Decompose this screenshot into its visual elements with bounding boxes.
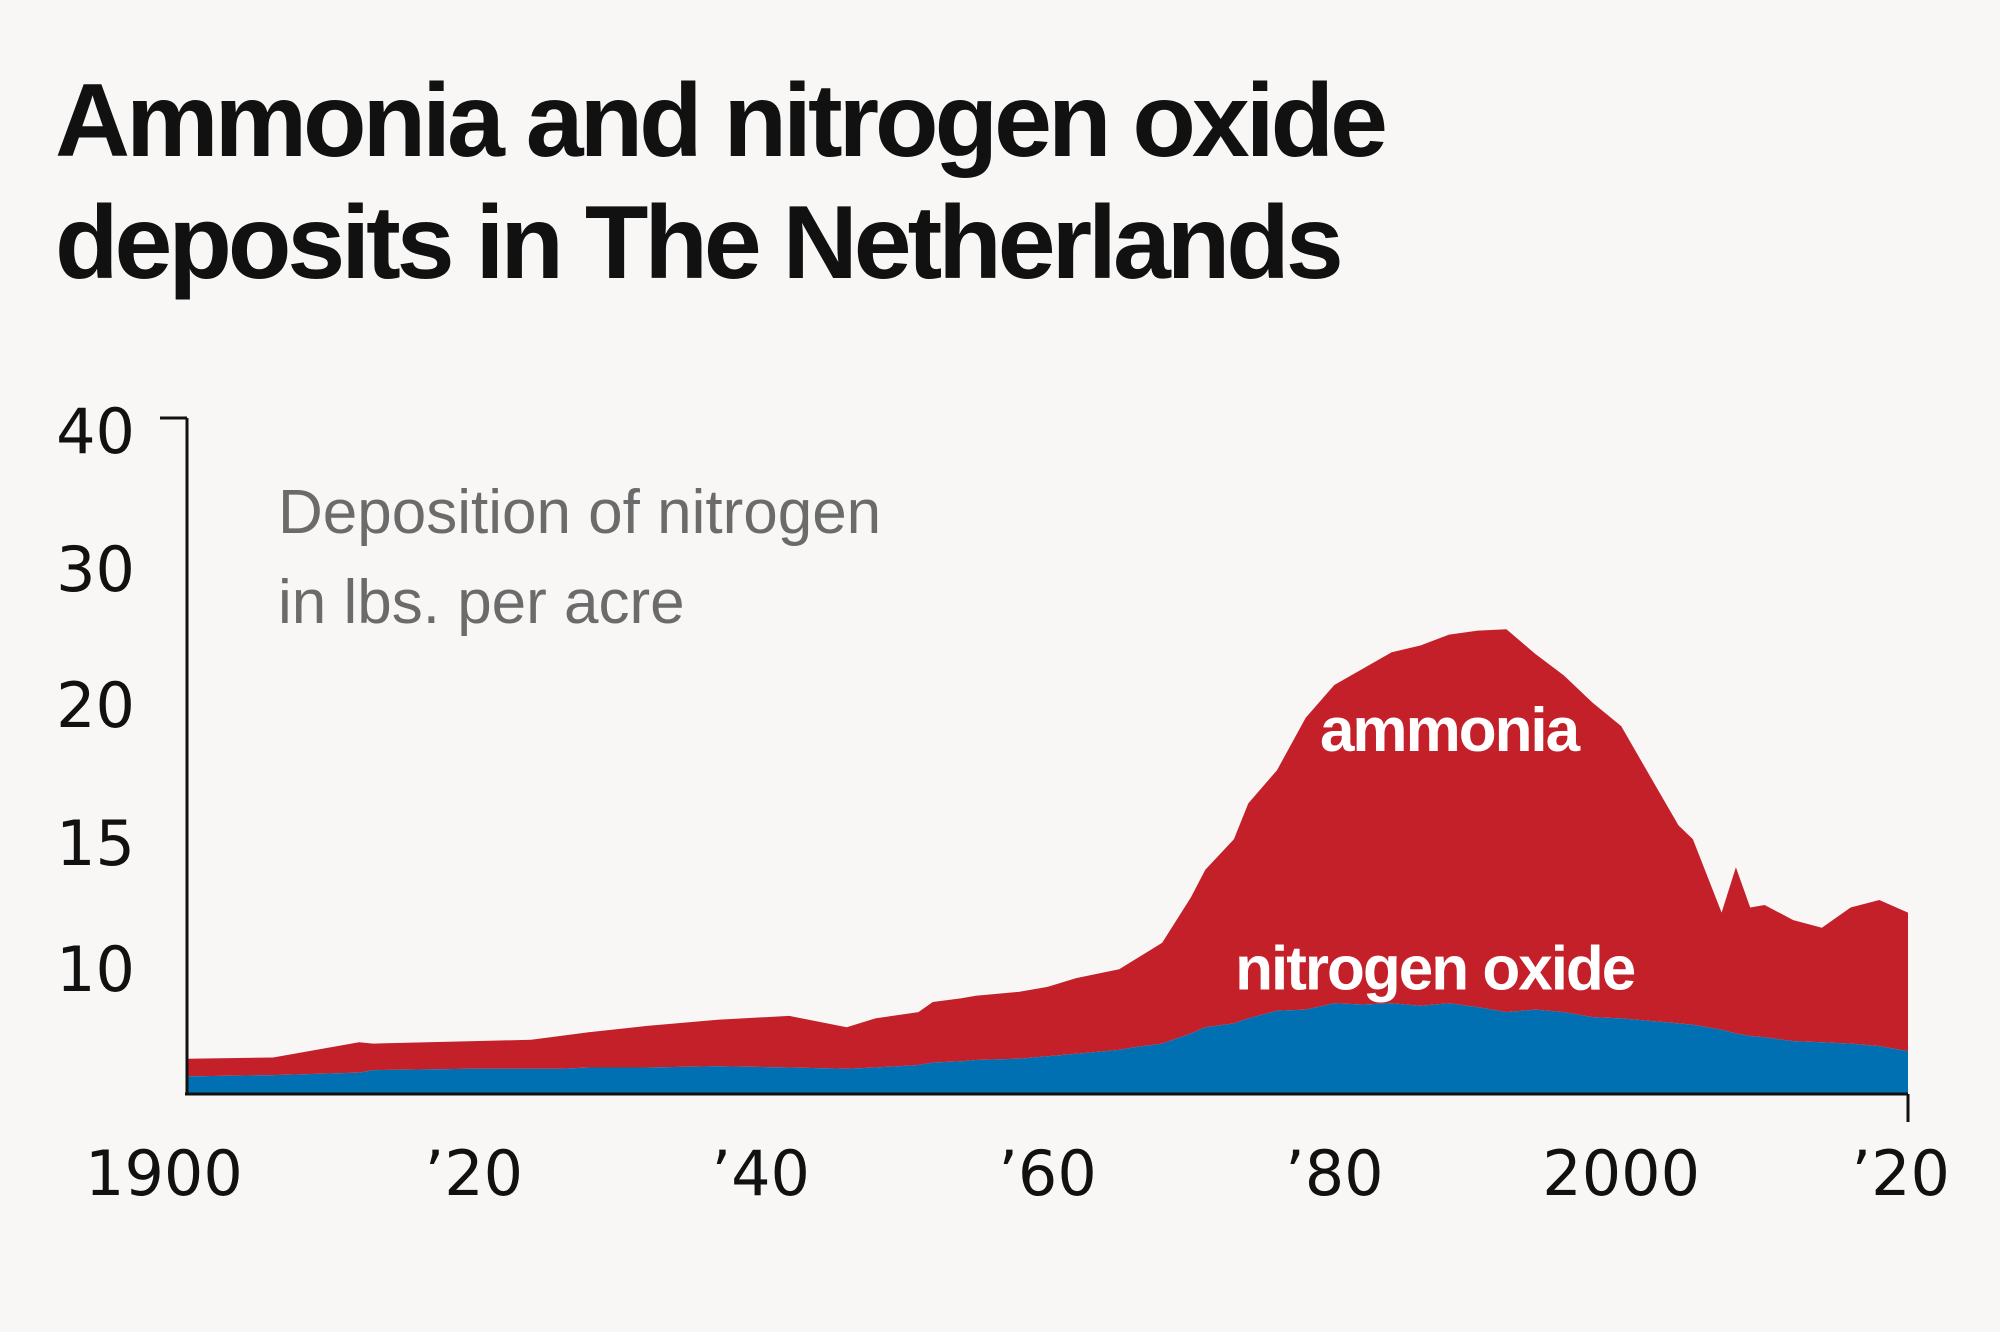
y-tick-label: 40 [56,395,135,468]
y-tick-label: 15 [56,807,135,880]
series-label-nitrogen-oxide: nitrogen oxide [1235,934,1635,1003]
series-area-nitrogen-oxide [187,1003,1908,1094]
x-tick-label: ’60 [998,1137,1097,1210]
chart-title-line-1: Ammonia and nitrogen oxide [55,63,1388,179]
series-label-ammonia: ammonia [1320,696,1581,765]
x-tick-label: ’40 [711,1137,810,1210]
y-axis-caption-line-1: Deposition of nitrogen [278,478,882,547]
y-axis-caption-line-2: in lbs. per acre [278,568,685,637]
x-tick-label: 1900 [85,1137,243,1210]
x-tick-label: ’80 [1285,1137,1384,1210]
x-tick-label: ’20 [425,1137,524,1210]
x-tick-label: ’20 [1851,1137,1950,1210]
y-tick-label: 10 [56,933,135,1006]
y-axis-caption: Deposition of nitrogen in lbs. per acre [278,468,881,648]
y-tick-label: 20 [56,669,135,742]
series-area-ammonia [187,629,1908,1077]
chart-title: Ammonia and nitrogen oxide deposits in T… [55,60,1755,304]
chart-title-line-2: deposits in The Netherlands [55,185,1344,301]
y-tick-label: 30 [56,533,135,606]
x-tick-label: 2000 [1542,1137,1700,1210]
